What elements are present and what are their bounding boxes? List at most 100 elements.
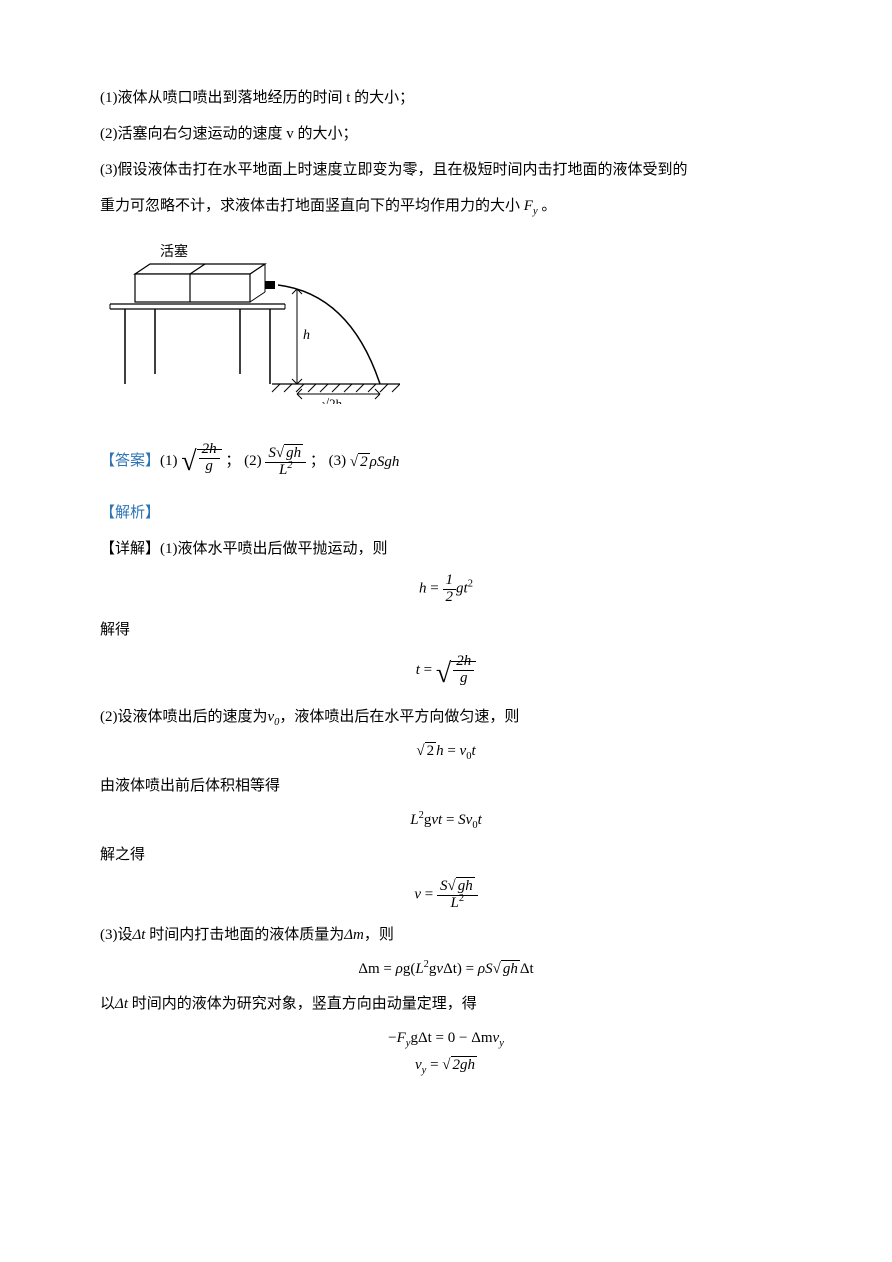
- dt-symbol-2: Δt: [115, 996, 128, 1012]
- question-3-line1: (3)假设液体击打在水平地面上时速度立即变为零，且在极短时间内击打地面的液体受到…: [100, 152, 792, 188]
- ans2-root: gh: [284, 444, 303, 461]
- eq5-den: L: [451, 895, 459, 911]
- ans1-prefix: (1): [160, 453, 178, 469]
- p3b: 时间内打击地面的液体质量为: [145, 927, 344, 943]
- eq3-t: t: [471, 743, 475, 759]
- h-label: h: [303, 328, 310, 343]
- ans-sep2: ；: [310, 453, 325, 469]
- q1-text: (1)液体从喷口喷出到落地经历的时间 t 的大小；: [100, 90, 414, 106]
- solve-2: 解之得: [100, 837, 792, 873]
- eq6-L: L: [415, 961, 423, 977]
- p3ma: 以: [100, 996, 115, 1012]
- eq7-dm: Δm: [471, 1030, 492, 1046]
- p2-vol-text: 由液体喷出前后体积相等得: [100, 778, 280, 794]
- explain-label: 【解析】: [100, 505, 160, 521]
- eq6-dt: Δt: [443, 961, 457, 977]
- eq6-S: S: [485, 961, 493, 977]
- eq8-root: 2gh: [451, 1056, 478, 1073]
- eq7-neg: −: [388, 1030, 396, 1046]
- eq8-eq: =: [426, 1057, 442, 1073]
- eq7-dt: Δt: [418, 1030, 432, 1046]
- eq-4: L2gvt = Sv0t: [100, 810, 792, 831]
- ans1-den: g: [199, 459, 220, 475]
- eq-1: h = 12gt2: [100, 573, 792, 606]
- eq8-v: v: [415, 1057, 422, 1073]
- question-3-line2: 重力可忽略不计，求液体击打地面竖直向下的平均作用力的大小 Fy 。: [100, 188, 792, 224]
- eq3-eq: =: [444, 743, 460, 759]
- piston-label: 活塞: [160, 243, 188, 260]
- detail-1: 【详解】(1)液体水平喷出后做平抛运动，则: [100, 531, 792, 567]
- question-1: (1)液体从喷口喷出到落地经历的时间 t 的大小；: [100, 80, 792, 116]
- q3b-text: 重力可忽略不计，求液体击打地面竖直向下的平均作用力的大小: [100, 198, 520, 214]
- eq4-S: S: [458, 812, 466, 828]
- q3-period: 。: [541, 198, 556, 214]
- ans2-prefix: (2): [244, 453, 262, 469]
- eq6-dt2: Δt: [520, 961, 534, 977]
- eq1-num: 1: [443, 573, 457, 590]
- eq1-h: h: [419, 581, 427, 597]
- eq5-root: gh: [456, 877, 475, 894]
- eq6-eq2: =: [462, 961, 478, 977]
- diagram-svg: 活塞 h √2h: [100, 234, 400, 404]
- eq7-g: g: [410, 1030, 418, 1046]
- eq7-eq: = 0 −: [432, 1030, 471, 1046]
- fy-sub: y: [533, 206, 538, 217]
- eq5-eq: =: [421, 887, 437, 903]
- question-2: (2)活塞向右匀速运动的速度 v 的大小；: [100, 116, 792, 152]
- eq4-eq: =: [442, 812, 458, 828]
- ans3-g: g: [384, 454, 392, 470]
- eq-8: vy = √2gh: [100, 1055, 792, 1076]
- eq6-dm: Δm: [358, 961, 379, 977]
- q2-text: (2)活塞向右匀速运动的速度 v 的大小；: [100, 126, 358, 142]
- ans3-h: h: [392, 454, 400, 470]
- part2-intro: (2)设液体喷出后的速度为v0，液体喷出后在水平方向做匀速，则: [100, 699, 792, 735]
- eq7-vsub: y: [499, 1038, 504, 1049]
- fy-symbol: Fy: [524, 198, 538, 214]
- solve-1: 解得: [100, 612, 792, 648]
- eq-3: √2h = v0t: [100, 741, 792, 762]
- p3a: (3)设: [100, 927, 133, 943]
- part2-volume: 由液体喷出前后体积相等得: [100, 768, 792, 804]
- ans3-prefix: (3): [329, 453, 350, 469]
- eq-7: −FygΔt = 0 − Δmvy: [100, 1028, 792, 1049]
- ans2-S: S: [268, 445, 276, 461]
- ans3-expr: √2ρSgh: [350, 454, 399, 470]
- eq1-g: g: [456, 581, 464, 597]
- eq4-v: v: [431, 812, 438, 828]
- eq5-v: v: [414, 887, 421, 903]
- eq6-rho: ρ: [396, 961, 403, 977]
- part3-momentum: 以Δt 时间内的液体为研究对象，竖直方向由动量定理，得: [100, 986, 792, 1022]
- sqrt2h-label: √2h: [322, 396, 343, 404]
- eq1-den: 2: [443, 590, 457, 606]
- ans3-rho: ρ: [370, 454, 377, 470]
- part3-intro: (3)设Δt 时间内打击地面的液体质量为Δm，则: [100, 917, 792, 953]
- eq3-h: h: [436, 743, 444, 759]
- solve1-text: 解得: [100, 622, 130, 638]
- eq-5: v = S√ghL2: [100, 879, 792, 912]
- detail-1-text: 【详解】(1)液体水平喷出后做平抛运动，则: [100, 541, 388, 557]
- eq1-sq: 2: [468, 579, 473, 590]
- ans2-expr: S√ghL2: [265, 454, 309, 470]
- eq6-eq: =: [380, 961, 396, 977]
- ans1-expr: √2hg: [181, 450, 225, 466]
- ans1-num: 2h: [199, 442, 220, 459]
- eq4-L: L: [410, 812, 418, 828]
- p3mb: 时间内的液体为研究对象，竖直方向由动量定理，得: [128, 996, 477, 1012]
- eq2-eq: =: [420, 662, 436, 678]
- eq4-t2: t: [478, 812, 482, 828]
- solve2-text: 解之得: [100, 847, 145, 863]
- answer-label: 【答案】: [100, 453, 160, 469]
- eq6-root: gh: [501, 960, 520, 977]
- v0-symbol: v0: [268, 709, 280, 725]
- eq1-eq: =: [427, 581, 443, 597]
- fy-letter: F: [524, 198, 533, 214]
- eq2-num: 2h: [453, 654, 474, 671]
- eq7-F: F: [397, 1030, 406, 1046]
- ans3-root: 2: [358, 453, 370, 470]
- answer-line: 【答案】(1) √2hg ； (2) S√ghL2 ； (3) √2ρSgh: [100, 428, 792, 495]
- eq-6: Δm = ρg(L2gvΔt) = ρS√ghΔt: [100, 959, 792, 980]
- dm-symbol: Δm: [344, 927, 364, 943]
- eq6-rho2: ρ: [478, 961, 485, 977]
- eq-2: t = √2hg: [100, 654, 792, 693]
- apparatus-diagram: 活塞 h √2h: [100, 234, 792, 418]
